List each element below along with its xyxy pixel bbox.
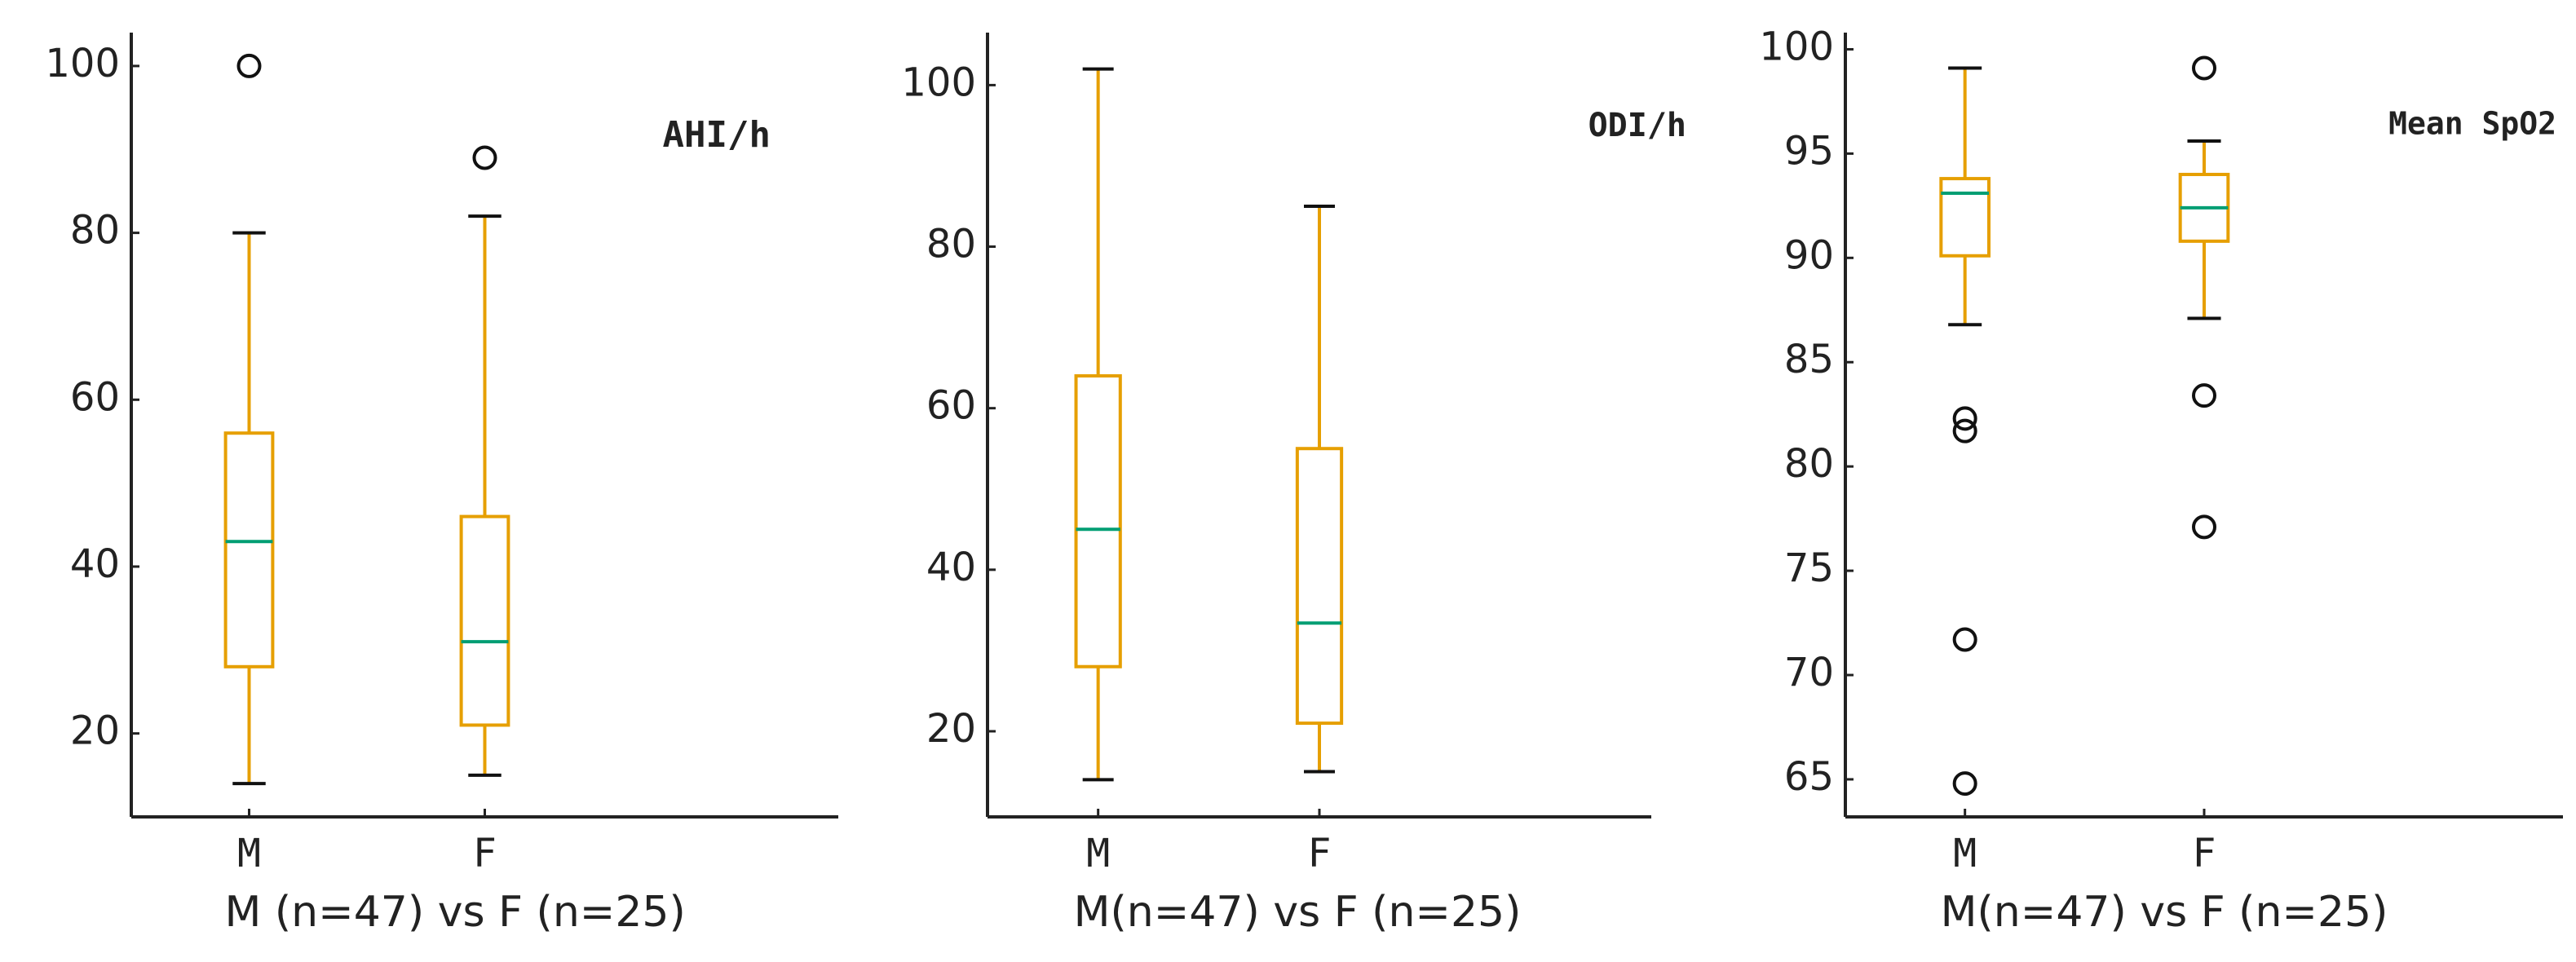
outlier xyxy=(2192,55,2216,81)
y-tick-label: 65 xyxy=(1784,754,1834,800)
outlier xyxy=(1952,406,1977,431)
box xyxy=(1939,177,1991,258)
x-tick-label: M xyxy=(237,831,261,876)
box xyxy=(1295,447,1344,726)
y-tick-label: 80 xyxy=(1784,441,1834,487)
y-tick-label: 100 xyxy=(45,41,120,86)
x-tick-label: F xyxy=(1308,831,1332,876)
annotation: Mean SpO2 xyxy=(2388,106,2556,142)
outlier xyxy=(2192,383,2216,408)
outlier xyxy=(1952,418,1977,443)
outlier xyxy=(2192,514,2216,540)
x-tick-label: M xyxy=(1086,831,1110,876)
outlier xyxy=(1952,771,1977,797)
y-tick-label: 40 xyxy=(926,545,976,590)
x-axis-label: M(n=47) vs F (n=25) xyxy=(1074,888,1522,937)
y-tick-label: 90 xyxy=(1784,232,1834,278)
y-tick-label: 100 xyxy=(901,60,976,105)
box xyxy=(223,431,275,669)
y-tick-label: 60 xyxy=(926,383,976,429)
outlier xyxy=(472,145,497,170)
box xyxy=(459,514,510,727)
x-axis-label: M (n=47) vs F (n=25) xyxy=(225,888,686,937)
y-tick-label: 70 xyxy=(1784,650,1834,695)
x-tick-label: M xyxy=(1953,831,1977,876)
y-tick-label: 95 xyxy=(1784,128,1834,174)
y-tick-label: 80 xyxy=(70,208,120,254)
y-tick-label: 40 xyxy=(70,541,120,587)
y-tick-label: 20 xyxy=(70,708,120,754)
y-tick-label: 80 xyxy=(926,222,976,267)
y-tick-label: 20 xyxy=(926,706,976,752)
x-tick-label: F xyxy=(473,831,497,876)
y-tick-label: 85 xyxy=(1784,337,1834,382)
y-tick-label: 100 xyxy=(1759,24,1834,69)
x-axis-label: M(n=47) vs F (n=25) xyxy=(1941,888,2388,937)
x-tick-label: F xyxy=(2193,831,2216,876)
annotation: AHI/h xyxy=(663,114,771,156)
annotation: ODI/h xyxy=(1588,107,1686,144)
outlier xyxy=(236,53,262,78)
box xyxy=(1074,374,1122,669)
outlier xyxy=(1952,627,1977,652)
y-tick-label: 75 xyxy=(1784,545,1834,591)
y-tick-label: 60 xyxy=(70,374,120,420)
